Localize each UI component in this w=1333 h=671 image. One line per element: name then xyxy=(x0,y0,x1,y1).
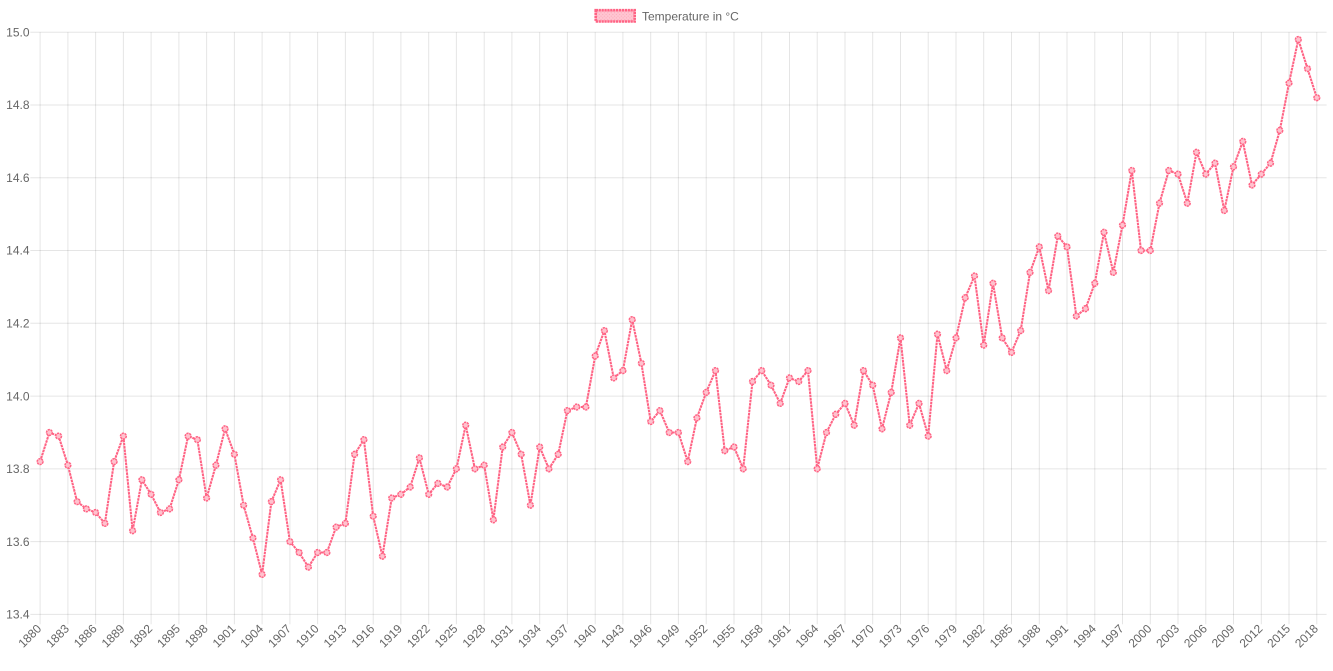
svg-text:14.0: 14.0 xyxy=(6,389,30,403)
svg-text:13.8: 13.8 xyxy=(6,462,30,476)
svg-text:14.2: 14.2 xyxy=(6,317,30,331)
svg-text:15.0: 15.0 xyxy=(6,25,30,39)
svg-text:13.4: 13.4 xyxy=(6,608,30,622)
svg-text:13.6: 13.6 xyxy=(6,535,30,549)
svg-text:Temperature in °C: Temperature in °C xyxy=(642,9,739,23)
svg-text:14.4: 14.4 xyxy=(6,244,30,258)
svg-text:14.6: 14.6 xyxy=(6,171,30,185)
svg-text:14.8: 14.8 xyxy=(6,98,30,112)
